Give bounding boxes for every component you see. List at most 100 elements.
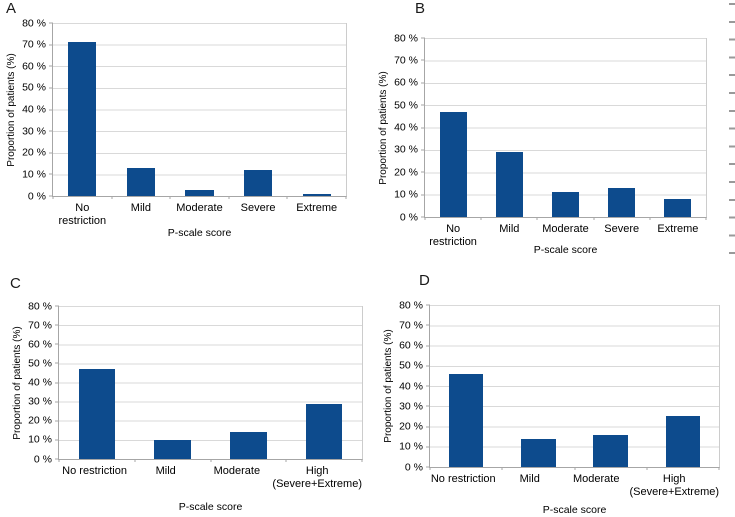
x-tick-mark (285, 459, 287, 462)
y-tick-mark (55, 305, 59, 307)
y-tick-mark (49, 173, 53, 175)
bar-no-restriction (448, 373, 484, 467)
y-tick-mark (421, 37, 425, 39)
y-tick-mark (426, 324, 430, 326)
y-tick-label: 30 % (399, 400, 423, 412)
panel-a-bars (53, 23, 346, 196)
y-tick-label: 40 % (22, 103, 46, 116)
panel-b-bars (425, 38, 706, 217)
y-tick-label: 60 % (28, 338, 52, 350)
y-tick-mark (421, 59, 425, 61)
bar-severe (608, 187, 636, 217)
x-category-label: Moderate (213, 465, 261, 477)
bar-slot (647, 305, 719, 467)
y-tick-mark (49, 109, 53, 110)
panel-c-x-axis-title: P-scale score (178, 501, 243, 513)
x-tick-mark (574, 467, 575, 470)
bar-mild (154, 439, 191, 459)
x-category-label: Severe (604, 223, 640, 235)
y-tick-label: 30 % (22, 124, 46, 137)
y-tick-mark (426, 345, 430, 346)
bar-no-restriction (78, 369, 116, 459)
x-category-label: Extreme (296, 202, 338, 214)
x-tick-mark (210, 459, 211, 462)
bar-slot (229, 23, 288, 196)
y-tick-label: 60 % (22, 60, 46, 72)
y-tick-label: 40 % (28, 376, 52, 389)
x-category-label: Moderate (542, 223, 589, 235)
panel-d-x-axis-title: P-scale score (542, 504, 607, 516)
x-category-label: Moderate (176, 202, 223, 214)
panel-d-label: D (419, 272, 430, 289)
y-tick-label: 80 % (394, 31, 418, 44)
y-tick-mark (426, 426, 430, 427)
bar-slot (170, 23, 229, 196)
y-tick-label: 50 % (394, 98, 418, 111)
y-tick-mark (55, 343, 59, 345)
bar-moderate (593, 434, 628, 467)
y-tick-mark (421, 194, 425, 196)
y-tick-mark (55, 362, 59, 364)
y-tick-mark (49, 22, 53, 24)
panel-b-label: B (415, 0, 426, 17)
x-category-label: No restriction (429, 223, 477, 249)
x-tick-mark (501, 467, 503, 470)
y-tick-mark (49, 195, 53, 197)
y-tick-mark (421, 171, 425, 173)
y-tick-mark (426, 466, 430, 468)
y-tick-label: 60 % (399, 339, 423, 352)
y-tick-mark (426, 365, 430, 367)
y-tick-mark (421, 216, 425, 218)
y-tick-label: 0 % (33, 452, 52, 465)
y-tick-label: 20 % (22, 146, 46, 159)
panel-a-label: A (6, 0, 17, 17)
panel-c: C Proportion of patients (%) No restrict… (0, 258, 367, 517)
x-category-label: No restriction (62, 465, 127, 477)
y-tick-mark (49, 152, 53, 154)
bar-slot (53, 23, 112, 196)
panel-a-x-category-labels: No restriction Mild Moderate Severe Extreme (53, 202, 346, 228)
y-tick-label: 50 % (22, 81, 46, 94)
y-tick-mark (421, 104, 425, 106)
bar-high (305, 403, 343, 459)
panel-d: D Proportion of patients (%) No restrict… (367, 258, 735, 517)
y-tick-label: 10 % (22, 168, 46, 181)
y-tick-label: 20 % (394, 166, 418, 178)
x-category-label: Moderate (572, 473, 620, 485)
y-tick-label: 60 % (394, 76, 418, 89)
y-tick-label: 30 % (394, 143, 418, 156)
y-tick-label: 40 % (399, 379, 423, 392)
x-tick-mark (58, 459, 60, 462)
x-tick-mark (536, 217, 538, 220)
panel-b-y-axis-title: Proportion of patients (%) (378, 70, 389, 185)
panel-d-x-category-labels: No restriction Mild Moderate High (Severe+E… (430, 473, 719, 499)
bar-slot (287, 23, 346, 196)
panel-b-x-category-labels: No restriction Mild Moderate Severe Extreme (425, 223, 706, 249)
y-tick-mark (55, 458, 59, 460)
y-tick-mark (421, 127, 425, 128)
y-tick-label: 70 % (399, 319, 423, 331)
bar-mild (495, 152, 523, 217)
y-tick-label: 0 % (404, 460, 423, 473)
panel-b: B Proportion of patients (%) No restrict… (367, 0, 735, 258)
x-tick-mark (646, 467, 648, 470)
x-tick-mark (169, 196, 171, 199)
panel-a: A Proportion of patients (%) No restrict… (0, 0, 367, 258)
y-tick-mark (49, 130, 53, 132)
x-tick-mark (228, 196, 230, 199)
x-tick-mark (593, 217, 595, 220)
x-category-label: Mild (519, 473, 540, 485)
x-category-label: High (Severe+Extreme) (272, 465, 362, 491)
bar-moderate (552, 192, 579, 217)
bar-slot (430, 305, 502, 467)
x-category-label: No restriction (58, 202, 107, 228)
panel-b-plot-area: Proportion of patients (%) No restrictio… (378, 33, 707, 256)
y-tick-label: 10 % (399, 440, 423, 453)
cropped-edge-tick-marks (729, 3, 735, 259)
y-tick-label: 10 % (28, 433, 52, 446)
y-tick-label: 20 % (399, 420, 423, 433)
panel-c-plot-area: Proportion of patients (%) No restrictio… (12, 301, 363, 513)
panel-d-y-axis-title: Proportion of patients (%) (383, 329, 394, 443)
panel-d-plot-area: Proportion of patients (%) No restrictio… (383, 300, 720, 516)
